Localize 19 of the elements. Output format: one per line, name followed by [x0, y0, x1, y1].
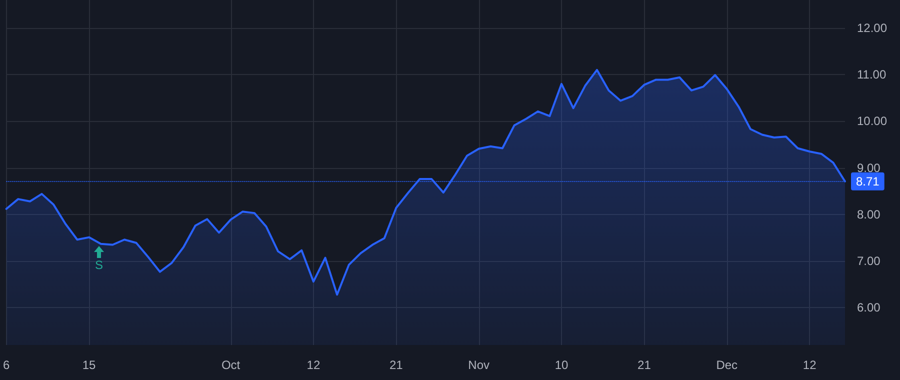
y-tick-label: 8.00	[857, 207, 881, 222]
x-tick-label: Oct	[221, 358, 241, 372]
y-tick-label: 11.00	[857, 68, 886, 82]
ref-line-label: 8.71	[856, 174, 880, 188]
y-tick-label: 10.00	[857, 114, 888, 128]
y-tick-label: 12.00	[857, 20, 888, 35]
x-tick-label: 21	[638, 358, 652, 372]
x-tick-label: 12	[306, 358, 320, 372]
x-tick-label: 6	[2, 358, 10, 372]
y-tick-label: 7.00	[857, 254, 881, 268]
x-tick-label: 21	[389, 358, 404, 372]
x-tick-label: 10	[554, 358, 568, 372]
x-tick-label: 15	[82, 358, 96, 372]
y-tick-label: 9.00	[857, 160, 881, 175]
x-tick-label: 12	[802, 358, 817, 372]
annotation: S	[94, 258, 104, 272]
x-tick-label: Nov	[468, 358, 490, 372]
x-tick-label: Dec	[716, 358, 738, 372]
y-tick-label: 6.00	[857, 300, 881, 315]
